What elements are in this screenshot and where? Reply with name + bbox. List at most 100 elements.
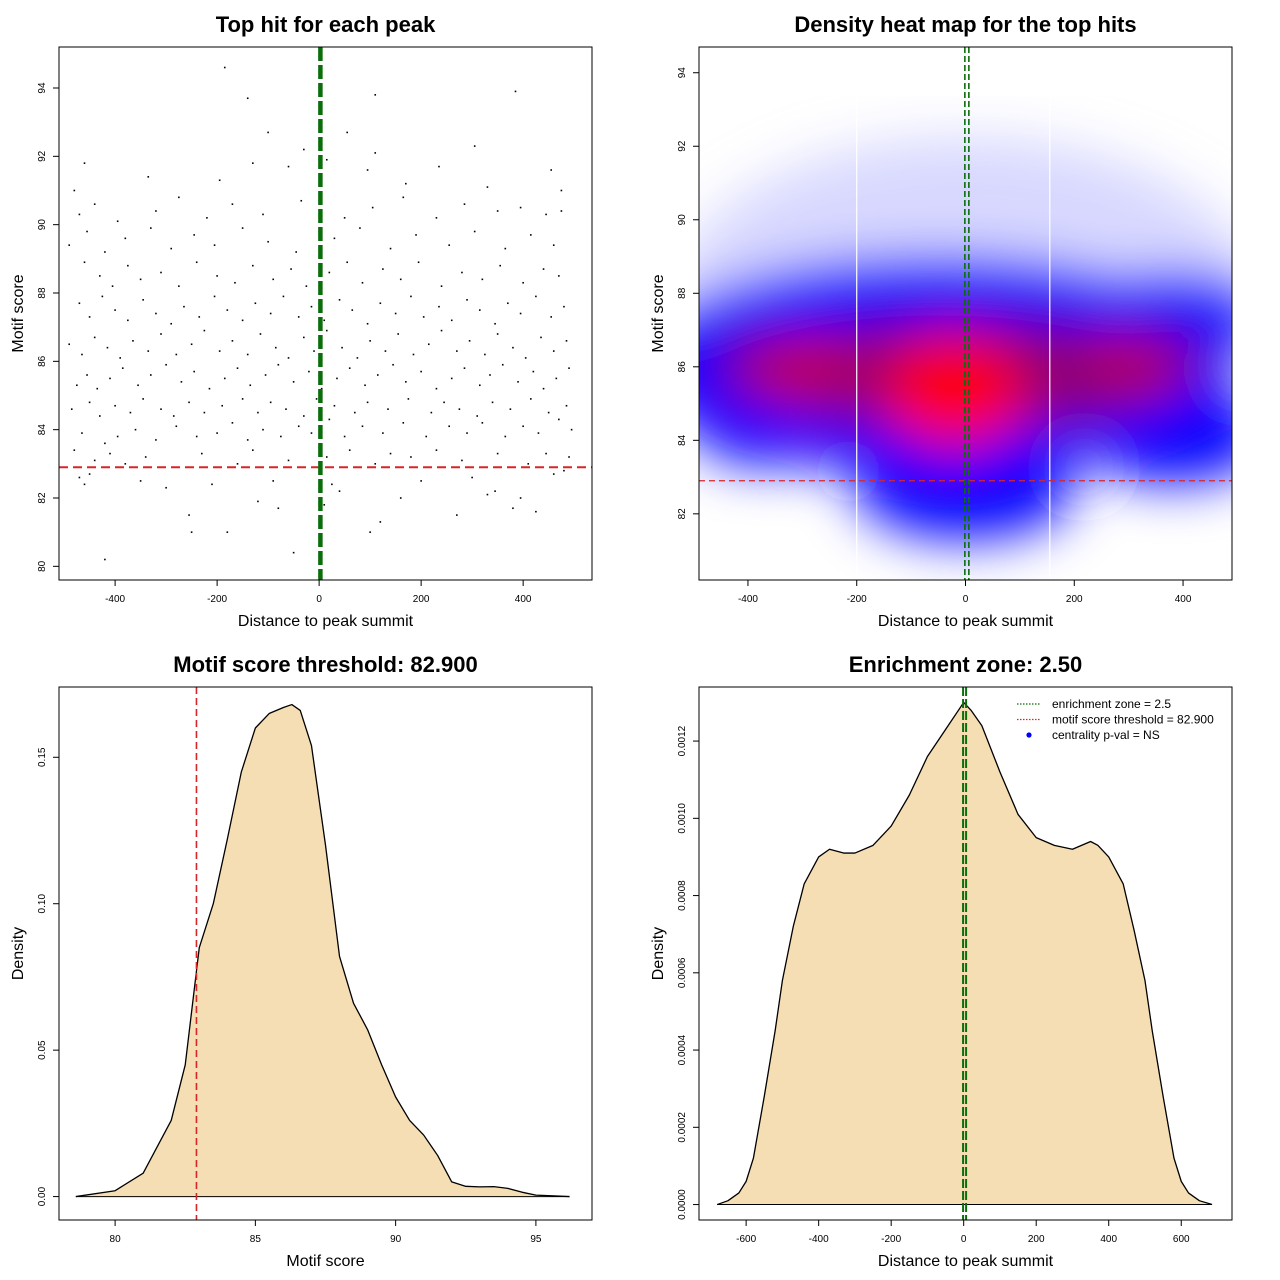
scatter-point xyxy=(264,374,267,376)
scatter-point xyxy=(195,261,198,264)
scatter-point xyxy=(420,370,422,373)
y-axis-label: Density xyxy=(650,927,667,980)
scatter-point xyxy=(155,439,157,441)
scatter-point xyxy=(560,210,563,212)
scatter-point xyxy=(348,449,351,451)
scatter-point xyxy=(417,261,420,264)
scatter-point xyxy=(116,220,119,223)
scatter-point xyxy=(303,148,305,151)
scatter-point xyxy=(216,432,218,434)
scatter-point xyxy=(93,203,96,205)
scatter-point xyxy=(384,350,387,352)
scatter-point xyxy=(450,377,453,380)
x-tick-label: -400 xyxy=(738,594,758,605)
scatter-point xyxy=(371,206,374,209)
scatter-point xyxy=(519,312,522,315)
y-axis-label: Density xyxy=(10,927,27,980)
scatter-point xyxy=(540,336,542,339)
scatter-point xyxy=(160,271,162,274)
y-tick-label: 0.0000 xyxy=(677,1189,688,1220)
scatter-point xyxy=(399,278,402,281)
scatter-point xyxy=(560,189,563,192)
scatter-point xyxy=(254,302,257,305)
scatter-point xyxy=(155,210,157,212)
scatter-point xyxy=(310,305,313,308)
scatter-point xyxy=(147,350,150,352)
scatter-point xyxy=(563,305,565,308)
scatter-point xyxy=(150,374,152,376)
scatter-point xyxy=(172,415,175,417)
scatter-point xyxy=(114,404,116,407)
scatter-point xyxy=(93,336,96,339)
scatter-point xyxy=(70,408,73,410)
y-tick-label: 0.0008 xyxy=(677,880,688,911)
scatter-point xyxy=(461,459,463,462)
scatter-point xyxy=(78,476,81,479)
scatter-point xyxy=(558,418,560,421)
scatter-point xyxy=(389,247,392,250)
scatter-point xyxy=(512,346,514,349)
scatter-point xyxy=(354,411,356,414)
y-tick-label: 84 xyxy=(37,424,48,436)
scatter-point xyxy=(382,268,384,270)
scatter-point xyxy=(124,237,127,240)
scatter-point xyxy=(361,281,364,284)
scatter-point xyxy=(114,309,116,311)
legend-entry: enrichment zone = 2.5 xyxy=(1052,697,1171,711)
scatter-point xyxy=(203,329,206,332)
scatter-point xyxy=(478,384,481,387)
scatter-point xyxy=(272,278,275,281)
scatter-point xyxy=(269,401,272,404)
x-tick-label: 400 xyxy=(515,594,532,605)
scatter-point xyxy=(223,66,226,69)
scatter-point xyxy=(139,278,142,281)
y-tick-label: 84 xyxy=(677,434,688,446)
scatter-point xyxy=(529,398,532,400)
chart-title: Top hit for each peak xyxy=(216,12,436,37)
scatter-point xyxy=(489,374,491,376)
scatter-point xyxy=(514,90,517,93)
scatter-point xyxy=(496,452,499,455)
scatter-point xyxy=(213,295,216,298)
scatter-point xyxy=(494,322,496,325)
y-tick-label: 88 xyxy=(37,287,48,299)
y-tick-label: 0.10 xyxy=(37,894,48,914)
density-fill xyxy=(717,702,1213,1205)
scatter-point xyxy=(188,401,190,404)
scatter-point xyxy=(246,97,249,100)
scatter-point xyxy=(481,278,484,281)
scatter-point xyxy=(170,322,173,325)
scatter-point xyxy=(466,299,468,301)
scatter-point xyxy=(529,234,532,236)
y-tick-label: 0.0004 xyxy=(677,1034,688,1065)
y-axis-label: Motif score xyxy=(10,274,27,352)
scatter-point xyxy=(374,463,377,465)
scatter-point xyxy=(142,299,144,301)
heatmap-area xyxy=(699,47,1232,580)
scatter-point xyxy=(315,398,318,400)
scatter-point xyxy=(374,152,377,154)
scatter-point xyxy=(552,473,555,475)
scatter-point xyxy=(272,480,275,482)
scatter-point xyxy=(484,353,486,356)
scatter-point xyxy=(366,322,369,325)
scatter-point xyxy=(155,312,157,315)
scatter-point xyxy=(78,213,81,216)
legend-marker xyxy=(1026,732,1032,738)
density-peak xyxy=(884,337,1025,448)
scatter-point xyxy=(325,329,328,332)
scatter-point xyxy=(190,343,193,346)
scatter-point xyxy=(257,411,259,414)
scatter-point xyxy=(183,305,185,308)
scatter-point xyxy=(476,415,479,417)
x-tick-label: 80 xyxy=(110,1234,122,1245)
scatter-point xyxy=(216,275,218,277)
scatter-point xyxy=(440,285,443,287)
x-axis-label: Distance to peak summit xyxy=(878,1253,1054,1270)
scatter-point xyxy=(519,497,522,499)
scatter-point xyxy=(241,319,244,322)
scatter-point xyxy=(402,422,405,424)
scatter-point xyxy=(366,169,369,171)
y-axis-label: Motif score xyxy=(650,274,667,352)
scatter-point xyxy=(93,459,96,462)
